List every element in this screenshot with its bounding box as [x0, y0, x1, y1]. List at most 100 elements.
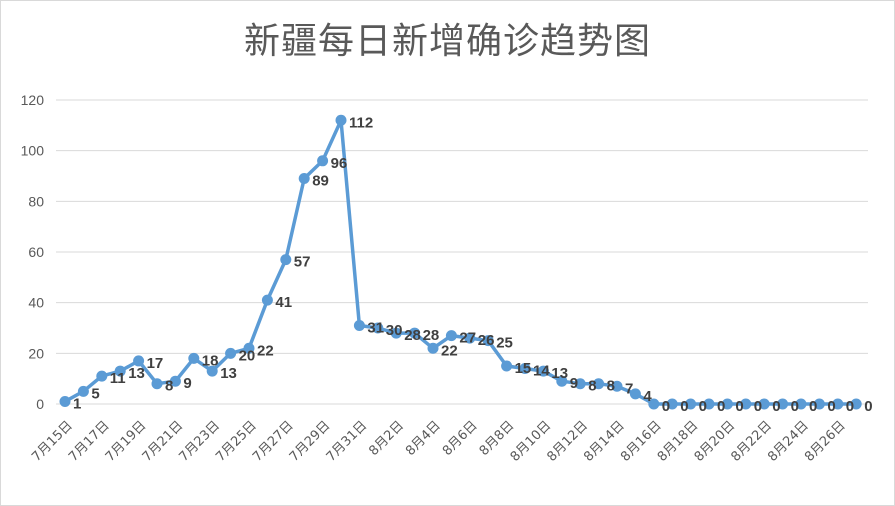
data-label: 27 — [459, 330, 476, 347]
data-point — [740, 398, 752, 410]
data-label: 0 — [846, 398, 854, 415]
data-point — [574, 378, 586, 390]
data-label: 0 — [662, 398, 670, 415]
data-label: 0 — [809, 398, 817, 415]
data-label: 26 — [478, 332, 495, 349]
x-axis: 7月15日7月17日7月19日7月21日7月23日7月25日7月27日7月29日… — [29, 418, 848, 465]
data-point — [317, 155, 329, 167]
data-point — [611, 380, 623, 392]
data-point — [96, 370, 108, 382]
chart-title: 新疆每日新增确诊趋势图 — [243, 21, 651, 62]
data-label: 14 — [533, 363, 550, 380]
data-point — [721, 398, 733, 410]
data-label: 13 — [128, 365, 145, 382]
data-label: 0 — [827, 398, 835, 415]
data-point — [188, 352, 200, 364]
data-point — [445, 330, 457, 342]
data-point — [685, 398, 697, 410]
data-point — [243, 342, 255, 354]
data-point — [133, 355, 145, 367]
data-point — [335, 114, 347, 126]
data-point — [703, 398, 715, 410]
data-label: 13 — [551, 365, 568, 382]
data-label: 0 — [864, 398, 872, 415]
data-label: 0 — [680, 398, 688, 415]
data-point — [482, 335, 494, 347]
data-point — [593, 378, 605, 390]
data-point — [777, 398, 789, 410]
data-label: 25 — [496, 335, 513, 352]
y-axis: 0 20 40 60 80 100 120 — [21, 92, 45, 412]
data-point — [537, 365, 549, 377]
x-tick-label: 8月26日 — [802, 418, 849, 465]
data-label: 9 — [183, 375, 191, 392]
data-label: 9 — [570, 375, 578, 392]
y-tick-label: 120 — [21, 92, 45, 108]
data-label: 8 — [607, 378, 615, 395]
data-point — [169, 375, 181, 387]
data-label: 89 — [312, 173, 329, 190]
data-label: 0 — [791, 398, 799, 415]
data-label: 0 — [735, 398, 743, 415]
data-label: 8 — [165, 378, 173, 395]
data-label: 8 — [588, 378, 596, 395]
y-tick-label: 20 — [28, 345, 44, 361]
data-label: 4 — [643, 388, 652, 405]
gridlines — [56, 99, 868, 405]
data-label: 22 — [441, 342, 458, 359]
data-points — [59, 114, 862, 410]
data-point — [390, 327, 402, 339]
data-label: 17 — [147, 355, 164, 372]
data-label: 18 — [202, 352, 219, 369]
data-label: 13 — [220, 365, 237, 382]
data-label: 20 — [239, 347, 256, 364]
data-point — [151, 378, 163, 390]
y-tick-label: 100 — [21, 143, 45, 159]
data-label: 15 — [515, 360, 532, 377]
data-point — [427, 342, 439, 354]
data-point — [850, 398, 862, 410]
data-label: 1 — [73, 395, 81, 412]
data-label: 96 — [331, 155, 348, 172]
data-label: 11 — [110, 370, 126, 387]
data-label: 112 — [349, 114, 373, 131]
data-label: 0 — [717, 398, 725, 415]
data-point — [813, 398, 825, 410]
data-label: 22 — [257, 342, 274, 359]
data-label: 31 — [367, 319, 384, 336]
data-point — [280, 254, 292, 266]
data-point — [59, 395, 71, 407]
data-point — [114, 365, 126, 377]
y-tick-label: 40 — [28, 295, 44, 311]
data-point — [629, 388, 641, 400]
data-label: 28 — [423, 327, 440, 344]
x-tick-label: 8月2日 — [366, 418, 407, 459]
y-tick-label: 60 — [28, 244, 44, 260]
x-tick-label: 7月31日 — [324, 418, 371, 465]
x-tick-label: 8月4日 — [403, 418, 444, 459]
data-label: 41 — [275, 294, 292, 311]
data-point — [353, 319, 365, 331]
data-label: 0 — [772, 398, 780, 415]
data-point — [556, 375, 568, 387]
data-label: 5 — [91, 385, 99, 402]
y-tick-label: 0 — [36, 396, 44, 412]
data-label: 0 — [754, 398, 762, 415]
series-line-path — [64, 118, 857, 406]
data-point — [77, 385, 89, 397]
data-label: 28 — [404, 327, 421, 344]
data-point — [206, 365, 218, 377]
data-point — [666, 398, 678, 410]
data-point — [519, 363, 531, 375]
data-point — [298, 173, 310, 185]
data-point — [832, 398, 844, 410]
y-tick-label: 80 — [28, 193, 44, 209]
data-point — [648, 398, 660, 410]
data-point — [225, 347, 237, 359]
data-point — [795, 398, 807, 410]
data-point — [372, 322, 384, 334]
data-point — [501, 360, 513, 372]
data-label: 30 — [386, 322, 403, 339]
